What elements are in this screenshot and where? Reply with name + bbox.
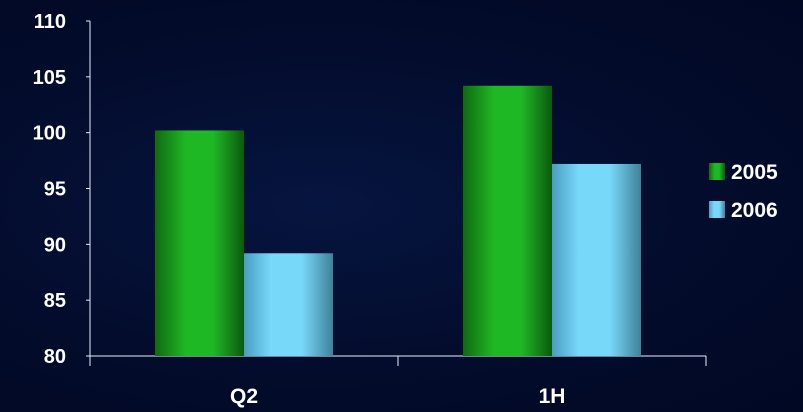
y-tick-label: 100 <box>33 123 66 145</box>
legend-swatch-2005 <box>709 163 725 180</box>
bar-1h-2006 <box>552 163 641 356</box>
y-axis-labels: 80 85 90 95 100 105 110 <box>33 11 66 368</box>
legend-swatch-2006 <box>709 201 725 218</box>
bar-1h-2005 <box>463 85 552 357</box>
legend-label-2006: 2006 <box>731 199 778 222</box>
y-tick-label: 90 <box>44 234 66 256</box>
y-tick-label: 110 <box>34 11 66 33</box>
y-tick-label: 85 <box>44 290 66 312</box>
legend-label-2005: 2005 <box>731 161 778 184</box>
y-tick-label: 80 <box>44 346 66 368</box>
x-category-label: 1H <box>539 385 566 408</box>
x-axis-labels: Q2 1H <box>230 385 565 408</box>
bars <box>155 85 641 357</box>
bar-q2-2006 <box>244 253 333 356</box>
y-tick-label: 105 <box>33 67 66 89</box>
bar-q2-2005 <box>155 130 244 356</box>
legend: 2005 2006 <box>709 161 778 222</box>
x-category-label: Q2 <box>230 385 258 408</box>
y-tick-label: 95 <box>44 179 66 201</box>
